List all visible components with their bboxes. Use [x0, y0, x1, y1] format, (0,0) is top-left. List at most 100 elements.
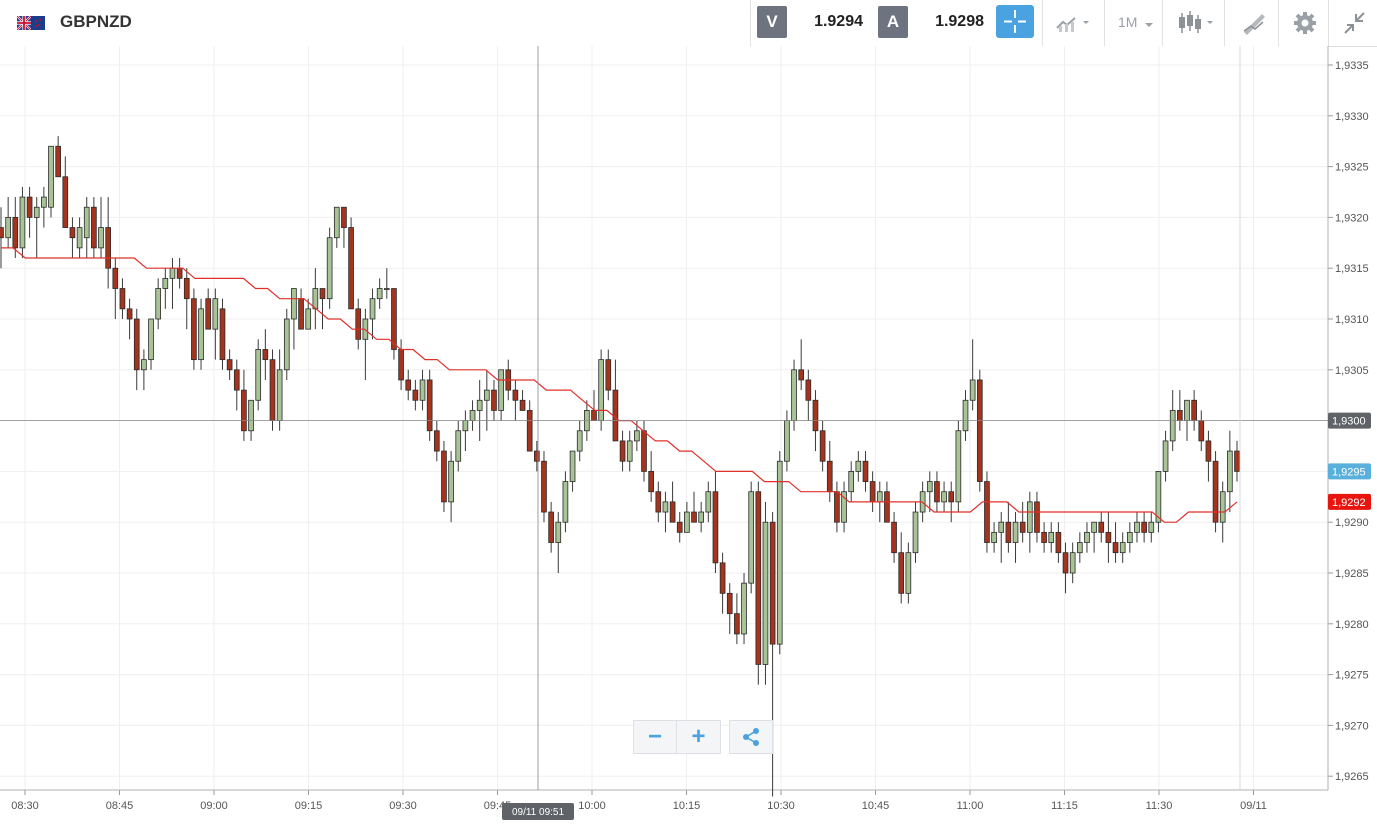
- candle-body: [1112, 542, 1119, 554]
- candle-body: [1155, 470, 1162, 523]
- zoom-out-button[interactable]: −: [633, 720, 677, 754]
- candle-body: [955, 430, 962, 503]
- y-tick-label: 1,9285: [1335, 568, 1369, 580]
- candle-body: [648, 470, 654, 493]
- drawing-tools-icon: [1243, 14, 1265, 35]
- candle-body: [519, 399, 526, 411]
- candle-body: [669, 501, 676, 523]
- buy-price[interactable]: 1.9298: [935, 13, 984, 30]
- candle-body: [448, 460, 454, 503]
- candle-body: [898, 552, 905, 594]
- collapse-icon: [1344, 12, 1365, 34]
- y-tick-label: 1,9270: [1335, 720, 1369, 732]
- plot-area: [0, 46, 1328, 790]
- gear-icon: [1294, 12, 1316, 34]
- candle-body: [419, 379, 426, 401]
- candle-body: [333, 206, 340, 239]
- candle-body: [619, 440, 626, 462]
- candle-body: [748, 491, 755, 584]
- candle-body: [376, 288, 383, 300]
- candle-body: [512, 389, 519, 401]
- candle-body: [1234, 450, 1240, 472]
- candle-body: [741, 582, 747, 635]
- y-tick-label: 1,9290: [1335, 517, 1369, 529]
- buy-button[interactable]: A: [878, 6, 908, 38]
- candle-body: [848, 470, 855, 493]
- candle-body: [569, 450, 576, 482]
- candle-body: [1084, 531, 1090, 543]
- candle-body: [0, 227, 4, 239]
- candle-body: [812, 399, 819, 432]
- y-tick-label: 1,9305: [1335, 365, 1369, 377]
- candle-body: [62, 176, 69, 228]
- zoom-in-button[interactable]: +: [677, 720, 721, 754]
- toolbar: GBPNZD V 1.9294 A 1.9298 1M: [0, 0, 1377, 47]
- ma-price-badge: 1,9292: [1332, 497, 1366, 509]
- candle-body: [12, 216, 19, 249]
- crosshair-button[interactable]: [996, 5, 1034, 38]
- indicators-button[interactable]: [1042, 0, 1105, 46]
- candle-body: [405, 379, 412, 391]
- candle-body: [1055, 531, 1062, 554]
- candle-body: [19, 196, 26, 249]
- candle-body: [991, 531, 997, 543]
- candle-body: [1177, 410, 1183, 422]
- candle-body: [455, 430, 462, 462]
- candle-body: [491, 389, 497, 411]
- crosshair-price-badge: 1,9300: [1332, 416, 1366, 428]
- x-tick-label: 10:15: [673, 800, 701, 812]
- candle-body: [262, 349, 269, 361]
- candle-body: [1041, 531, 1047, 543]
- candle-body: [948, 491, 955, 503]
- collapse-button[interactable]: [1328, 0, 1377, 46]
- candle-body: [141, 359, 147, 371]
- x-tick-label: 11:30: [1146, 800, 1173, 812]
- y-tick-label: 1,9275: [1335, 670, 1369, 682]
- candle-body: [634, 430, 640, 442]
- candle-body: [1034, 501, 1040, 533]
- chart-type-button[interactable]: [1162, 0, 1225, 46]
- candle-body: [1127, 531, 1133, 543]
- timeframe-dropdown[interactable]: 1M: [1104, 0, 1163, 46]
- candle-body: [1227, 450, 1233, 493]
- candle-body: [762, 521, 769, 665]
- candle-body: [548, 511, 554, 543]
- candle-body: [769, 521, 776, 645]
- candle-body: [91, 206, 97, 249]
- candle-body: [698, 511, 704, 523]
- candle-body: [41, 196, 47, 208]
- candle-body: [1162, 440, 1169, 472]
- candle-body: [291, 288, 297, 320]
- candle-body: [26, 196, 33, 218]
- candle-body: [755, 491, 762, 665]
- indicators-icon: [1056, 17, 1089, 32]
- candle-body: [1091, 521, 1097, 533]
- x-tick-label: 09:00: [200, 800, 228, 812]
- candle-body: [369, 298, 376, 320]
- candle-body: [426, 379, 433, 432]
- x-tick-label: 10:00: [578, 800, 606, 812]
- settings-button[interactable]: [1278, 0, 1329, 46]
- candle-body: [626, 440, 633, 462]
- timeframe-label: 1M: [1118, 14, 1138, 30]
- candle-body: [148, 318, 154, 361]
- candle-body: [1205, 440, 1212, 462]
- candle-body: [1184, 399, 1190, 421]
- candle-body: [691, 511, 697, 523]
- candle-body: [48, 145, 54, 208]
- candle-body: [655, 491, 662, 513]
- drawing-tools-button[interactable]: [1224, 0, 1279, 46]
- candle-body: [784, 420, 790, 462]
- candle-body: [55, 145, 61, 178]
- price-chart[interactable]: 1,9335 1,9330 1,9325 1,9320 1,9315 1,9310 1,93…: [0, 46, 1377, 825]
- share-button[interactable]: [729, 720, 773, 754]
- sell-price[interactable]: 1.9294: [814, 13, 863, 30]
- candle-body: [241, 389, 247, 432]
- sell-button[interactable]: V: [757, 6, 787, 38]
- candle-body: [255, 349, 262, 401]
- candle-body: [212, 298, 219, 330]
- candle-body: [462, 420, 469, 432]
- candle-body: [891, 521, 897, 554]
- candle-body: [5, 216, 11, 239]
- candle-body: [855, 460, 862, 472]
